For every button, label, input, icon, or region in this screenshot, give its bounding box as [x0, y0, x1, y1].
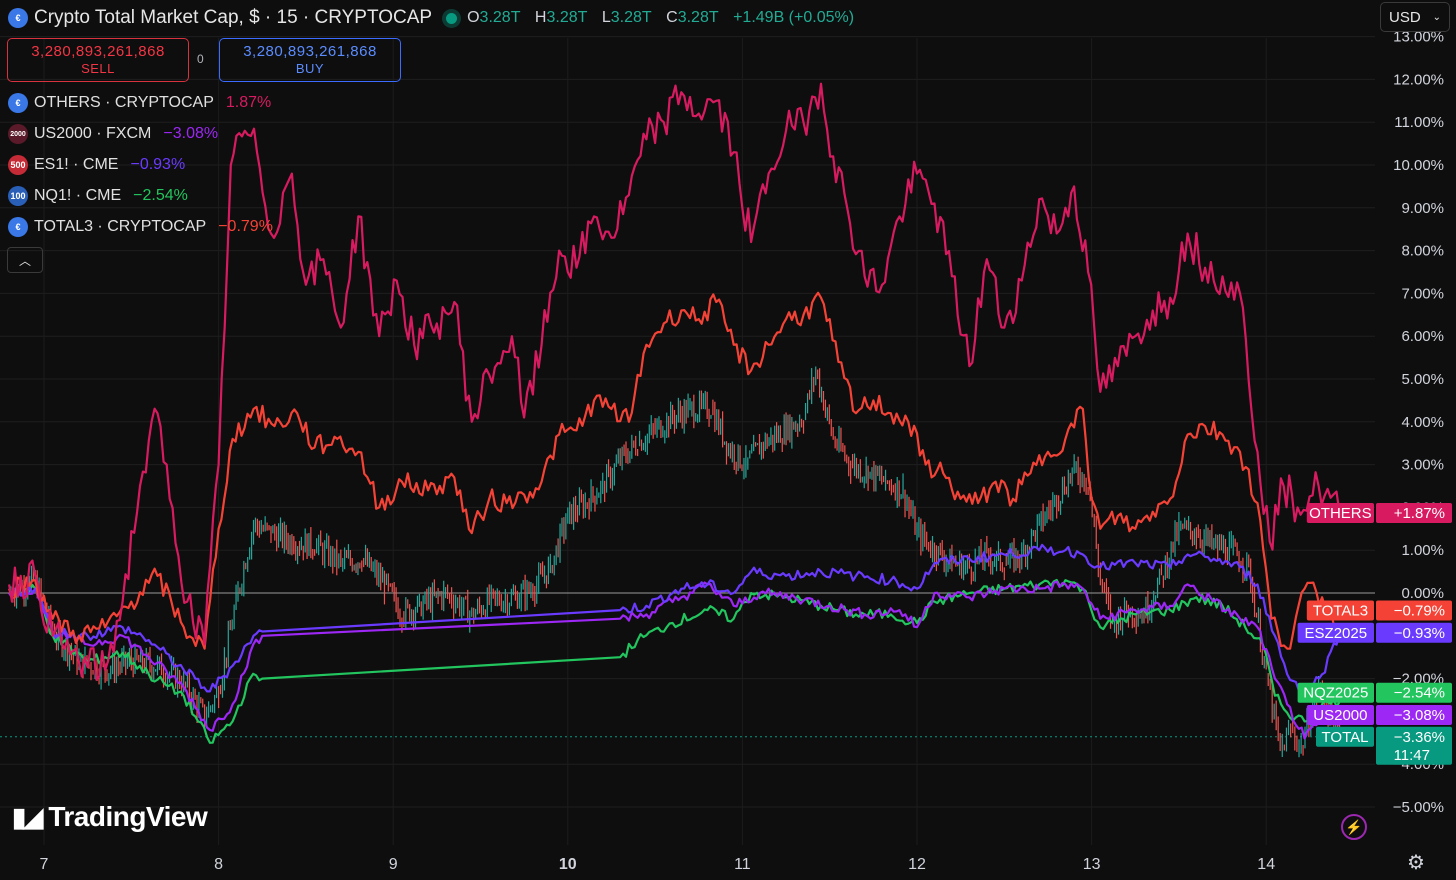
sell-price: 3,280,893,261,868 [31, 43, 165, 60]
price-tag-name-bg [1306, 502, 1374, 523]
price-tag-value-bg [1376, 600, 1452, 621]
price-tag-name: TOTAL3 [1313, 603, 1368, 620]
y-tick-label: 9.00% [1401, 200, 1444, 217]
market-status-icon [446, 12, 458, 24]
x-tick-label: 14 [1257, 856, 1275, 873]
y-tick-label: 5.00% [1401, 371, 1444, 388]
price-tag-name: US2000 [1313, 707, 1367, 724]
legend-name: TOTAL3 · CRYPTOCAP [34, 218, 207, 235]
x-tick-label: 9 [389, 856, 398, 873]
x-tick-label: 7 [40, 856, 49, 873]
y-tick-label: 6.00% [1401, 328, 1444, 345]
price-tag-value-bg [1376, 622, 1452, 643]
series-line-es [8, 543, 1341, 693]
tradingview-logo: ▮◢ TradingView [12, 800, 208, 834]
price-tag-value: −3.36% [1394, 729, 1445, 746]
price-tag-value: −3.08% [1394, 707, 1445, 724]
chart-header: € Crypto Total Market Cap, $ · 15 · CRYP… [8, 5, 864, 31]
price-tag-name-bg [1316, 726, 1374, 747]
legend-change: −2.54% [133, 187, 188, 204]
buy-price: 3,280,893,261,868 [243, 43, 377, 60]
currency-select[interactable]: USD ⌄ [1380, 2, 1450, 32]
buy-button[interactable]: 3,280,893,261,868 BUY [219, 38, 401, 82]
legend-change: −0.79% [218, 218, 273, 235]
tradingview-logo-icon: ▮◢ [12, 801, 43, 832]
price-tag-value: −2.54% [1394, 685, 1445, 702]
nasdaq-100-icon: 100 [8, 186, 28, 206]
price-tag-name: TOTAL [1322, 729, 1369, 746]
legend-name: OTHERS · CRYPTOCAP [34, 94, 214, 111]
ohlc-values: O3.28T H3.28T L3.28T C3.28T +1.49B (+0.0… [467, 9, 855, 26]
price-tag-value-bg [1376, 682, 1452, 703]
sell-label: SELL [81, 61, 115, 76]
settings-gear-icon[interactable]: ⚙ [1407, 851, 1425, 874]
sp500-icon: 500 [8, 155, 28, 175]
price-tag-time: 11:47 [1394, 747, 1430, 764]
legend-item-others[interactable]: € OTHERS · CRYPTOCAP 1.87% [8, 91, 271, 115]
cryptocap-icon: € [8, 8, 28, 28]
y-tick-label: 8.00% [1401, 243, 1444, 260]
chevron-up-icon: ︿ [18, 253, 31, 268]
x-tick-label: 8 [214, 856, 223, 873]
legend-name: NQ1! · CME [34, 187, 122, 204]
y-tick-label: 3.00% [1401, 457, 1444, 474]
spread-value: 0 [197, 52, 204, 66]
legend-item-total3[interactable]: € TOTAL3 · CRYPTOCAP −0.79% [8, 215, 273, 239]
price-tag-value-bg [1376, 726, 1452, 765]
series-line-others [8, 82, 1341, 681]
x-tick-label: 12 [908, 856, 926, 873]
price-tag-value: +1.87% [1394, 505, 1445, 522]
price-tag-name-bg [1297, 682, 1374, 703]
y-tick-label: 7.00% [1401, 285, 1444, 302]
change-value: +1.49B (+0.05%) [733, 9, 855, 26]
price-tag-name: OTHERS [1309, 505, 1372, 522]
russell-2000-icon: 2000 [8, 124, 28, 144]
price-tag-value-bg [1376, 502, 1452, 523]
y-tick-label: 0.00% [1401, 585, 1444, 602]
chevron-down-icon: ⌄ [1432, 11, 1441, 23]
legend-item-nq1[interactable]: 100 NQ1! · CME −2.54% [8, 184, 188, 208]
currency-label: USD [1389, 8, 1421, 26]
x-tick-label: 13 [1083, 856, 1101, 873]
price-tag-name: NQZ2025 [1303, 685, 1368, 702]
price-tag-value: −0.93% [1394, 625, 1445, 642]
x-tick-label: 11 [734, 856, 751, 873]
y-tick-label: 12.00% [1393, 71, 1444, 88]
legend-item-us2000[interactable]: 2000 US2000 · FXCM −3.08% [8, 122, 218, 146]
price-tag-name-bg [1306, 600, 1374, 621]
cryptocap-icon: € [8, 93, 28, 113]
cryptocap-icon: € [8, 217, 28, 237]
sell-button[interactable]: 3,280,893,261,868 SELL [7, 38, 189, 82]
legend-change: 1.87% [225, 94, 272, 111]
symbol-title[interactable]: Crypto Total Market Cap, $ · 15 · CRYPTO… [34, 7, 433, 28]
price-tag-value-bg [1376, 704, 1452, 725]
y-tick-label: −5.00% [1393, 799, 1444, 816]
series-line-total3 [8, 291, 1340, 650]
y-tick-label: 11.00% [1394, 114, 1444, 131]
buy-label: BUY [295, 61, 325, 76]
legend-name: ES1! · CME [34, 156, 119, 173]
y-tick-label: 1.00% [1401, 542, 1444, 559]
collapse-legend-button[interactable]: ︿ [7, 247, 43, 273]
lightning-icon[interactable]: ⚡ [1341, 814, 1367, 840]
legend-item-es1[interactable]: 500 ES1! · CME −0.93% [8, 153, 185, 177]
series-line-us2000 [8, 580, 1340, 740]
logo-text: TradingView [48, 801, 208, 832]
legend-name: US2000 · FXCM [34, 125, 152, 142]
price-tag-value: −0.79% [1394, 603, 1445, 620]
y-tick-label: 13.00% [1393, 29, 1444, 46]
legend-change: −3.08% [163, 125, 219, 142]
price-tag-name-bg [1297, 622, 1374, 643]
price-tag-name-bg [1306, 704, 1374, 725]
y-tick-label: 4.00% [1401, 414, 1444, 431]
legend-change: −0.93% [130, 156, 186, 173]
y-tick-label: 10.00% [1393, 157, 1444, 174]
x-tick-label: 10 [559, 856, 577, 873]
price-tag-name: ESZ2025 [1305, 625, 1368, 642]
